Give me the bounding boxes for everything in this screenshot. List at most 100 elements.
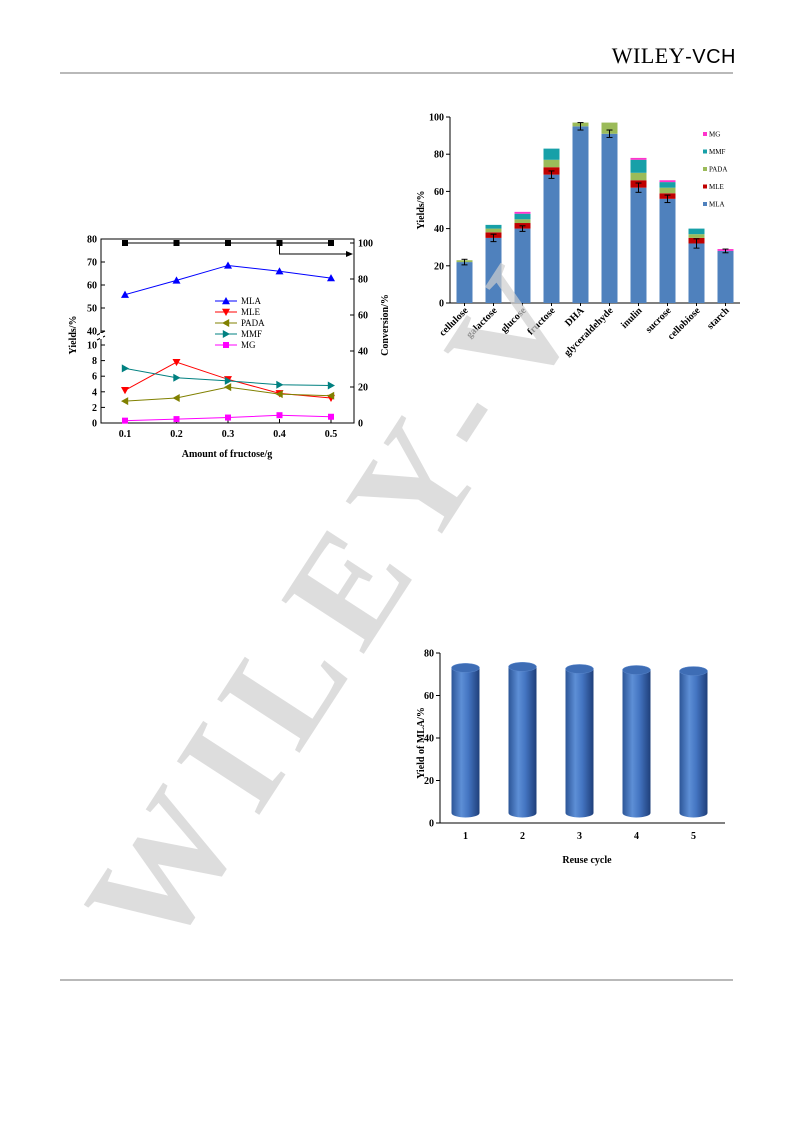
x-tick-label: 0.5: [325, 429, 338, 440]
header-rule: [60, 72, 733, 74]
y-tick-label: 0: [429, 819, 434, 830]
y-tick-label: 20: [434, 261, 444, 272]
bar-segment-mla: [456, 262, 473, 303]
bar-segment-mg: [659, 180, 676, 183]
bar-segment-pada: [543, 159, 560, 168]
brand-main: WILEY: [611, 43, 686, 68]
legend-marker-mmf: [222, 330, 230, 338]
y-tick-label: 2: [92, 403, 97, 414]
conversion-point: [122, 240, 128, 246]
data-point-pada: [275, 390, 283, 399]
legend-label: MLE: [241, 307, 261, 317]
bar-segment-pada: [630, 172, 647, 181]
data-point-mmf: [327, 381, 335, 390]
bar-segment-mmf: [659, 182, 676, 188]
x-tick-label: 5: [691, 831, 696, 842]
data-point-mla: [172, 276, 181, 284]
y-tick-label: 8: [92, 356, 97, 367]
data-point-mg: [122, 417, 128, 424]
bar-segment-pada: [601, 122, 618, 134]
cylinder-top: [679, 666, 708, 676]
bar-segment-mg: [630, 157, 647, 160]
publisher-logo: WILEY-VCH: [612, 43, 736, 69]
axis-break-gap: [100, 333, 103, 339]
y-tick-label: 10: [87, 341, 97, 352]
cylinder-body: [622, 670, 651, 818]
x-tick-label: 0.3: [222, 429, 235, 440]
y-tick-label: 20: [424, 776, 434, 787]
y2-axis-label: Conversion/%: [380, 294, 391, 356]
conversion-point: [225, 240, 231, 246]
data-point-mla: [224, 261, 232, 269]
bar-segment-mla: [601, 133, 618, 303]
y2-tick-label: 20: [358, 383, 368, 394]
y-tick-label: 0: [439, 299, 444, 310]
bar-segment-mg: [514, 211, 531, 214]
data-point-mla: [121, 290, 129, 298]
footer-rule: [60, 979, 733, 981]
cylinder-top: [565, 664, 594, 674]
bar-segment-mla: [485, 237, 502, 303]
legend-marker-mg: [223, 342, 229, 348]
y-tick-label: 60: [87, 281, 97, 292]
x-axis-label: Reuse cycle: [562, 855, 612, 866]
y-tick-label: 60: [434, 187, 444, 198]
x-tick-label: fructose: [525, 305, 558, 338]
bar-segment-mmf: [485, 224, 502, 229]
cylinder-body: [451, 667, 480, 818]
bar-segment-pada: [514, 219, 531, 224]
conversion-arrow: [279, 243, 348, 255]
bar-segment-mla: [659, 198, 676, 303]
bar-segment-mla: [543, 174, 560, 303]
legend-swatch-mle: [703, 184, 707, 189]
legend-swatch-mg: [703, 132, 707, 136]
legend-label: MMF: [709, 148, 725, 156]
y2-tick-label: 40: [358, 347, 368, 358]
y-axis-label: Yields/%: [416, 190, 427, 229]
y-axis-label: Yields/%: [68, 315, 79, 354]
data-point-mg: [173, 416, 180, 423]
cylinder-body: [508, 666, 537, 818]
bar-segment-mla: [717, 250, 734, 303]
data-point-mmf: [173, 373, 181, 382]
data-point-mla: [327, 274, 335, 282]
bar-segment-mla: [572, 126, 589, 303]
data-point-mg: [225, 414, 231, 421]
legend-marker-mle: [222, 308, 230, 316]
x-tick-label: 2: [520, 831, 525, 842]
conversion-point: [173, 240, 180, 246]
y2-tick-label: 60: [358, 311, 368, 322]
x-tick-label: cellobiose: [666, 305, 703, 342]
cylinder-top: [451, 663, 480, 673]
bar-segment-mla: [514, 228, 531, 303]
data-point-pada: [121, 397, 129, 406]
legend-label: MMF: [241, 329, 262, 339]
y2-tick-label: 100: [358, 239, 373, 250]
y-axis-label: Yield of MLA/%: [416, 707, 427, 779]
x-tick-label: 0.2: [170, 429, 183, 440]
y-tick-label: 40: [424, 734, 434, 745]
legend-label: MG: [241, 340, 256, 350]
conversion-arrow-head: [346, 251, 353, 257]
x-tick-label: galactose: [464, 305, 500, 341]
x-tick-label: DHA: [563, 305, 587, 329]
bar-segment-mmf: [630, 159, 647, 173]
data-point-mg: [276, 412, 283, 419]
brand-suffix: -VCH: [685, 46, 736, 68]
data-point-pada: [224, 383, 232, 392]
data-point-pada: [172, 394, 180, 403]
bar-segment-pada: [485, 228, 502, 233]
legend-label: MG: [709, 131, 720, 139]
cylinder-body: [679, 671, 708, 818]
y-tick-label: 40: [434, 224, 444, 235]
data-point-pada: [327, 391, 335, 400]
bar-segment-mmf: [514, 213, 531, 220]
x-tick-label: 4: [634, 831, 639, 842]
y-tick-label: 60: [424, 691, 434, 702]
bar-segment-mmf: [543, 148, 560, 160]
data-point-mle: [121, 387, 129, 395]
y-tick-label: 50: [87, 304, 97, 315]
bar-segment-mla: [630, 187, 647, 303]
y-tick-label: 40: [87, 327, 97, 338]
